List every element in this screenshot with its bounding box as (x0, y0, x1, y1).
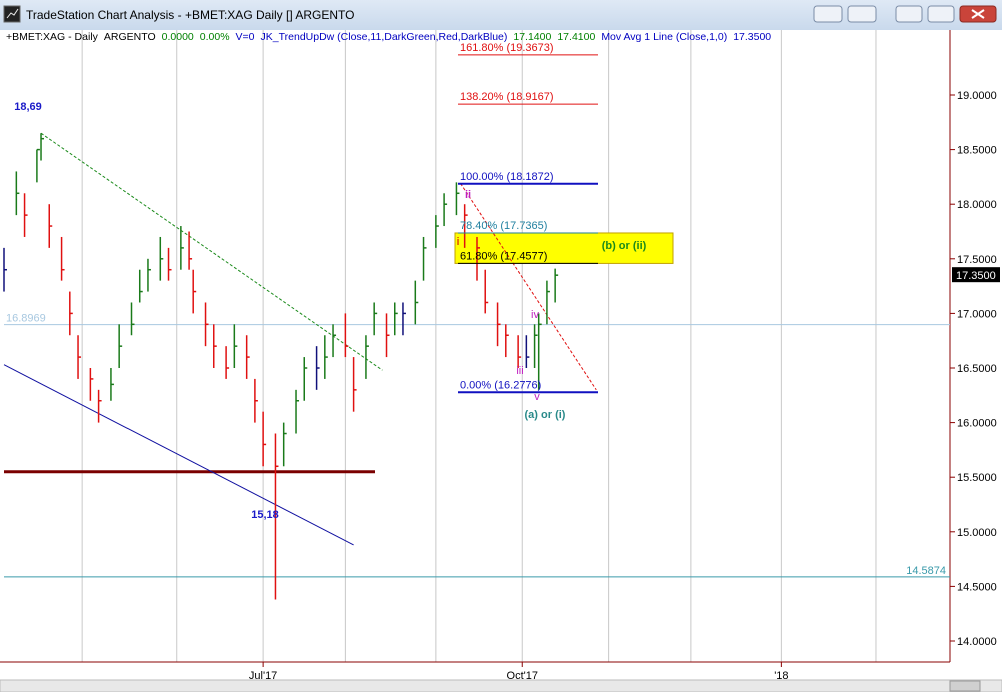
y-tick-label: 17.5000 (957, 254, 997, 266)
status-item: +BMET:XAG - Daily (6, 31, 98, 43)
x-tick-label: Oct'17 (507, 670, 538, 682)
status-item: Mov Avg 1 Line (Close,1,0) (601, 31, 728, 43)
fib-label: 61.80% (17.4577) (460, 250, 547, 262)
annotation: (a) or (i) (525, 409, 566, 421)
minimize-button[interactable] (895, 5, 923, 23)
maximize-button[interactable] (927, 5, 955, 23)
fib-label: 138.20% (18.9167) (460, 91, 554, 103)
y-tick-label: 18.5000 (957, 145, 997, 157)
sync-button[interactable] (813, 5, 843, 23)
annotation: v (534, 391, 540, 403)
status-item: 17.3500 (733, 31, 772, 43)
status-item: 17.4100 (557, 31, 596, 43)
last-price-box (952, 267, 1000, 283)
y-tick-label: 17.0000 (957, 308, 997, 320)
fib-label: 78.40% (17.7365) (460, 220, 547, 232)
app-icon (3, 5, 21, 23)
fib-label: 161.80% (19.3673) (460, 42, 554, 54)
link-button[interactable] (847, 5, 877, 23)
status-item: 17.1400 (513, 31, 552, 43)
scrollbar (0, 679, 1002, 692)
annotation: 15,18 (251, 509, 279, 521)
status-line: +BMET:XAG - Daily ARGENTO 0.0000 0.00% V=0 JK… (6, 31, 777, 43)
annotation: iv (531, 309, 539, 321)
annotation: i (456, 236, 459, 248)
y-tick-label: 19.0000 (957, 90, 997, 102)
status-item: 0.0000 (161, 31, 194, 43)
trendline (40, 132, 383, 371)
y-tick-label: 16.0000 (957, 418, 997, 430)
level-label: 16.8969 (6, 313, 46, 325)
y-tick-label: 16.5000 (957, 363, 997, 375)
fib-label: 0.00% (16.2776) (460, 379, 541, 391)
y-tick-label: 15.5000 (957, 472, 997, 484)
trendline (460, 183, 597, 391)
fib-label: 100.00% (18.1872) (460, 171, 554, 183)
level-label: 14.5874 (906, 565, 946, 577)
y-tick-label: 15.0000 (957, 527, 997, 539)
status-item: JK_TrendUpDw (Close,11,DarkGreen,Red,Dar… (260, 31, 508, 43)
title-bar: TradeStation Chart Analysis - +BMET:XAG … (0, 0, 1002, 31)
chart: 14.0000 14.5000 15.0000 15.5000 16.0000 16.50… (0, 30, 1002, 692)
x-tick-label: Jul'17 (249, 670, 277, 682)
trendline (3, 364, 354, 546)
annotation: iii (516, 365, 523, 377)
window-title: TradeStation Chart Analysis - +BMET:XAG … (26, 8, 355, 22)
y-tick-label: 18.0000 (957, 199, 997, 211)
x-tick-label: '18 (774, 670, 788, 682)
annotation: ii (465, 189, 471, 201)
y-tick-label: 14.5000 (957, 581, 997, 593)
annotation: (b) or (ii) (602, 240, 647, 252)
status-item: ARGENTO (103, 31, 156, 43)
annotation: 18,69 (14, 101, 42, 113)
status-item: V=0 (235, 31, 255, 43)
y-tick-label: 14.0000 (957, 636, 997, 648)
status-item: 0.00% (199, 31, 230, 43)
last-price-label: 17.3500 (956, 270, 996, 282)
scroll-thumb[interactable] (949, 680, 981, 692)
target-zone (454, 232, 674, 264)
window-buttons[interactable] (812, 4, 1002, 26)
plot-area (0, 30, 1002, 692)
